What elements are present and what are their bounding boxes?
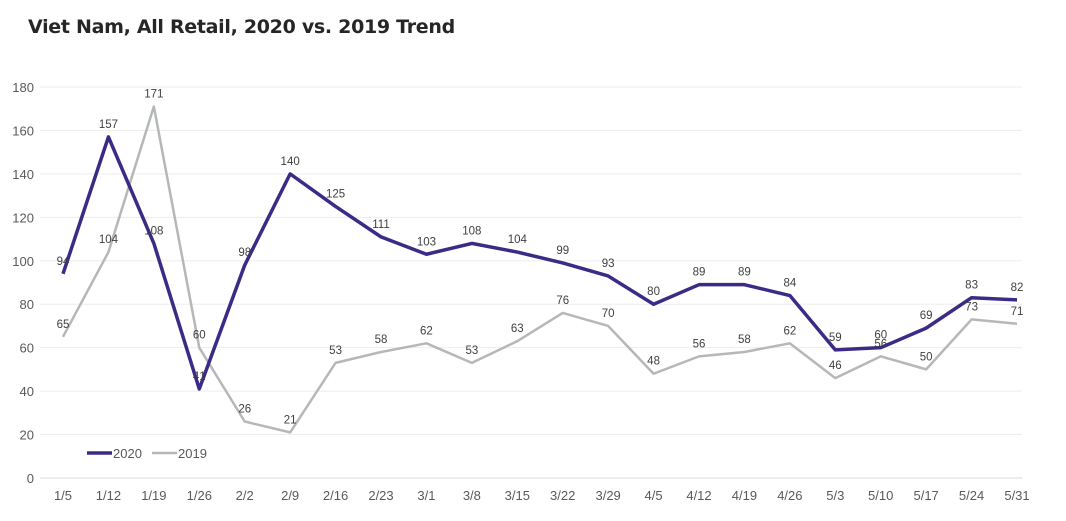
- data-label-2019: 63: [511, 323, 524, 335]
- data-label-2020: 84: [783, 278, 796, 290]
- y-tick-label: 160: [12, 123, 34, 138]
- data-label-2020: 98: [238, 247, 251, 259]
- x-tick-label: 5/10: [868, 488, 893, 503]
- data-label-2019: 70: [602, 308, 615, 320]
- data-label-2019: 62: [420, 325, 433, 337]
- data-label-2019: 53: [329, 345, 342, 357]
- series-line-2020: [61, 135, 1018, 391]
- data-label-2019: 71: [1011, 306, 1024, 318]
- series-line-2019: [61, 105, 1018, 434]
- data-label-2020: 140: [281, 156, 300, 168]
- data-label-2019: 21: [284, 414, 297, 426]
- data-label-2020: 80: [647, 286, 660, 298]
- data-label-2019: 50: [920, 351, 933, 363]
- x-tick-label: 4/19: [732, 488, 757, 503]
- chart-title: Viet Nam, All Retail, 2020 vs. 2019 Tren…: [28, 16, 455, 38]
- x-tick-label: 4/5: [645, 488, 663, 503]
- data-label-2019: 60: [193, 330, 206, 342]
- x-tick-label: 3/1: [417, 488, 435, 503]
- y-tick-label: 60: [20, 341, 34, 356]
- data-label-2020: 125: [326, 188, 345, 200]
- x-tick-label: 3/8: [463, 488, 481, 503]
- x-tick-label: 5/24: [959, 488, 984, 503]
- y-tick-label: 0: [27, 471, 34, 486]
- y-tick-label: 40: [20, 384, 34, 399]
- data-label-2019: 76: [556, 295, 569, 307]
- data-label-2020: 60: [874, 330, 887, 342]
- x-tick-label: 3/22: [550, 488, 575, 503]
- data-label-2020: 41: [193, 371, 206, 383]
- data-label-2019: 171: [144, 89, 163, 101]
- x-tick-label: 1/19: [141, 488, 166, 503]
- y-tick-label: 80: [20, 297, 34, 312]
- data-label-2019: 26: [238, 404, 251, 416]
- x-tick-label: 4/12: [686, 488, 711, 503]
- data-label-2020: 108: [462, 225, 481, 237]
- x-tick-label: 4/26: [777, 488, 802, 503]
- data-label-2020: 93: [602, 258, 615, 270]
- x-tick-label: 2/23: [368, 488, 393, 503]
- data-label-2020: 69: [920, 310, 933, 322]
- x-tick-label: 5/31: [1004, 488, 1029, 503]
- x-tick-label: 2/9: [281, 488, 299, 503]
- data-label-2019: 56: [874, 338, 887, 350]
- x-tick-label: 1/26: [187, 488, 212, 503]
- x-tick-label: 1/5: [54, 488, 72, 503]
- data-label-2019: 58: [738, 334, 751, 346]
- y-tick-label: 140: [12, 167, 34, 182]
- data-label-2019: 104: [99, 234, 119, 246]
- y-tick-label: 100: [12, 254, 34, 269]
- data-label-2019: 56: [693, 338, 706, 350]
- data-label-2020: 104: [508, 234, 528, 246]
- legend-label-2019: 2019: [178, 446, 207, 461]
- x-tick-label: 3/29: [595, 488, 620, 503]
- data-label-2019: 73: [965, 301, 978, 313]
- data-label-2019: 53: [465, 345, 478, 357]
- data-label-2019: 65: [57, 319, 70, 331]
- data-label-2020: 103: [417, 236, 436, 248]
- data-label-2019: 48: [647, 356, 660, 368]
- data-label-2020: 89: [738, 267, 751, 279]
- data-label-2020: 83: [965, 280, 978, 292]
- data-label-2020: 89: [693, 267, 706, 279]
- data-label-2020: 59: [829, 332, 842, 344]
- data-label-2019: 62: [783, 325, 796, 337]
- data-label-2019: 46: [829, 360, 842, 372]
- data-label-2020: 82: [1011, 282, 1024, 294]
- legend-label-2020: 2020: [113, 446, 142, 461]
- x-tick-label: 1/12: [96, 488, 121, 503]
- x-tick-label: 3/15: [505, 488, 530, 503]
- data-label-2020: 157: [99, 119, 118, 131]
- x-tick-label: 5/3: [826, 488, 844, 503]
- data-label-2020: 111: [372, 219, 389, 231]
- x-tick-label: 5/17: [913, 488, 938, 503]
- x-tick-label: 2/2: [236, 488, 254, 503]
- data-label-2020: 99: [556, 245, 569, 257]
- data-label-2019: 58: [375, 334, 388, 346]
- data-label-2020: 108: [144, 225, 163, 237]
- x-tick-label: 2/16: [323, 488, 348, 503]
- data-label-2020: 94: [57, 256, 70, 268]
- y-tick-label: 180: [12, 80, 34, 95]
- y-tick-label: 20: [20, 428, 34, 443]
- y-tick-label: 120: [12, 210, 34, 225]
